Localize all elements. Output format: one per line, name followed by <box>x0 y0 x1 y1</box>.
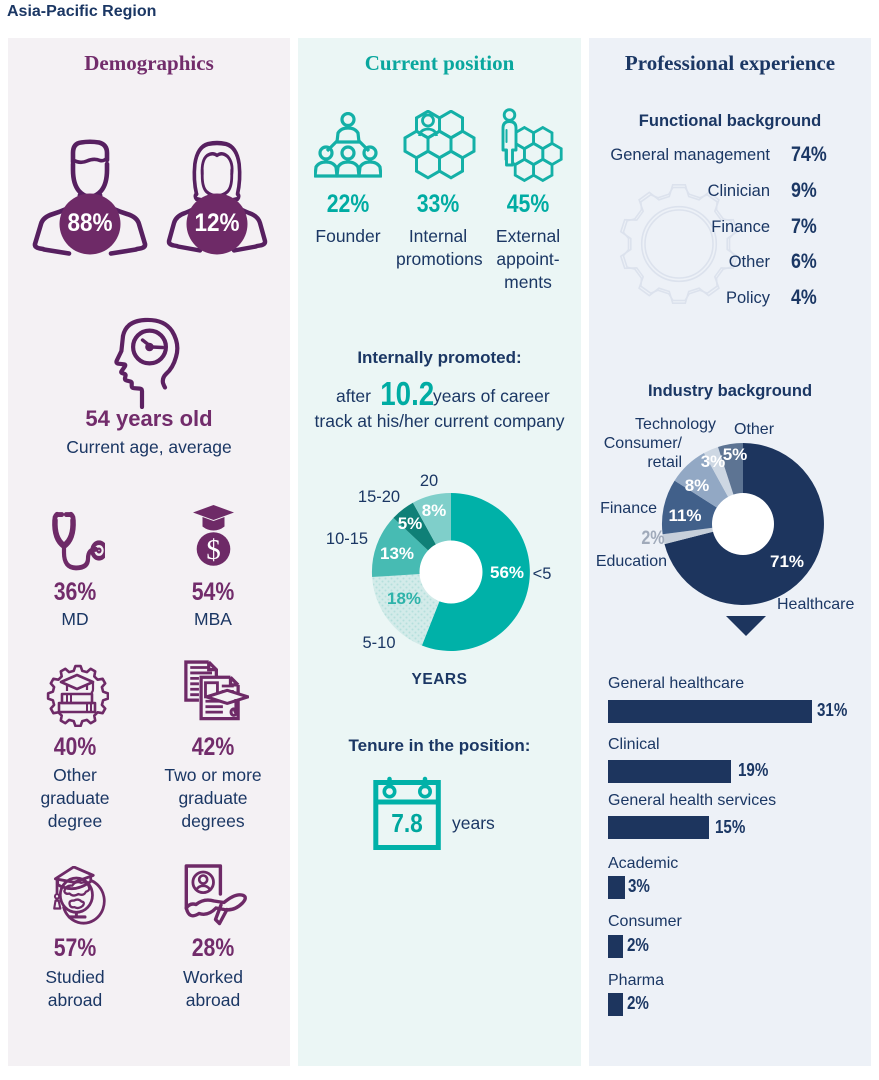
svg-text:18%: 18% <box>387 589 421 608</box>
svg-text:7.8: 7.8 <box>391 810 423 839</box>
svg-text:8%: 8% <box>685 476 710 495</box>
svg-text:5%: 5% <box>398 514 423 533</box>
svg-text:$: $ <box>206 534 221 566</box>
svg-text:71%: 71% <box>770 552 804 571</box>
svg-text:13%: 13% <box>380 544 414 563</box>
svg-text:8%: 8% <box>422 501 447 520</box>
svg-text:12%: 12% <box>194 209 239 237</box>
svg-text:88%: 88% <box>67 209 112 237</box>
svg-text:3%: 3% <box>701 452 726 471</box>
svg-text:11%: 11% <box>668 506 701 525</box>
svg-text:5%: 5% <box>723 445 748 464</box>
svg-text:56%: 56% <box>490 563 524 582</box>
